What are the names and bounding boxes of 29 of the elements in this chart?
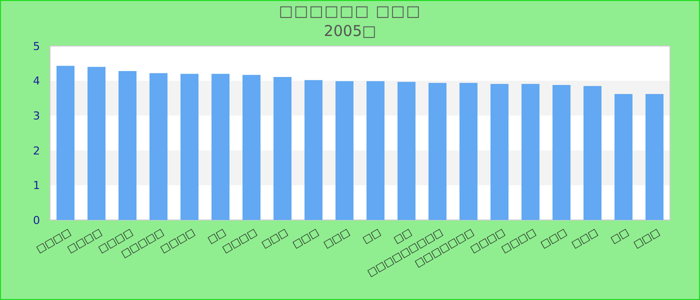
bar xyxy=(274,76,292,220)
bar xyxy=(552,84,570,220)
bar xyxy=(490,84,508,220)
bar xyxy=(614,94,632,220)
x-tick-label: □□ xyxy=(609,227,631,246)
bar xyxy=(522,84,540,220)
y-tick-label: 5 xyxy=(33,40,40,53)
y-tick-label: 4 xyxy=(33,74,40,88)
bar xyxy=(646,94,664,220)
bar xyxy=(398,82,416,220)
bar xyxy=(242,74,260,220)
bar xyxy=(212,74,230,220)
bar xyxy=(118,71,136,220)
y-tick-label: 3 xyxy=(33,109,40,122)
y-tick-label: 0 xyxy=(33,214,40,227)
bar xyxy=(150,73,168,220)
y-tick-label: 2 xyxy=(33,144,40,158)
bar xyxy=(56,66,74,220)
chart-subtitle: 2005□ xyxy=(324,22,376,40)
bar xyxy=(584,86,602,220)
y-tick-label: 1 xyxy=(33,179,40,192)
bar xyxy=(428,82,446,220)
chart-title: □□□□□□ □□□ xyxy=(278,2,422,20)
bar xyxy=(304,80,322,220)
bar xyxy=(88,66,106,220)
bar xyxy=(460,82,478,220)
bar xyxy=(180,74,198,220)
bar xyxy=(366,81,384,220)
bar xyxy=(336,81,354,220)
